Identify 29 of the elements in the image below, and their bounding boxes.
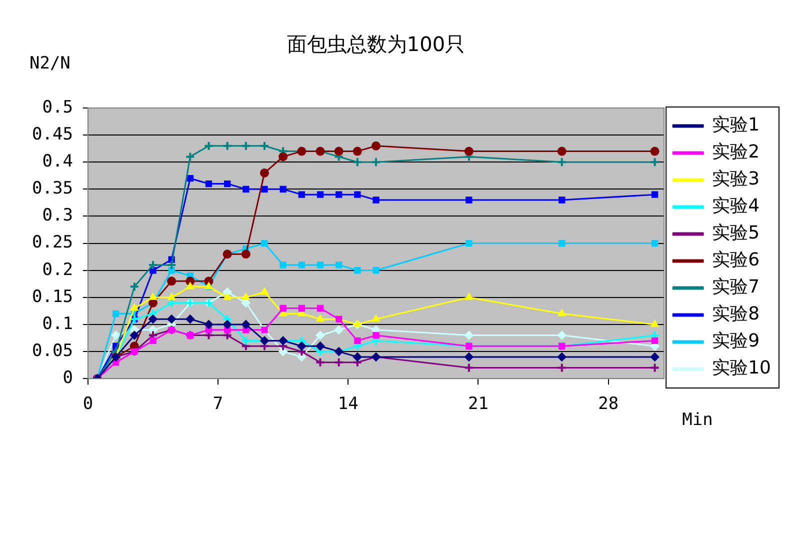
x-tick-label: 28 bbox=[598, 394, 619, 414]
y-tick-label: 0.15 bbox=[32, 286, 73, 307]
x-tick-label: 21 bbox=[468, 394, 488, 414]
x-tick-label: 0 bbox=[82, 394, 94, 414]
y-tick-label: 0.35 bbox=[32, 178, 73, 199]
x-tick-label: 7 bbox=[212, 394, 224, 414]
legend-label: 实验3 bbox=[712, 168, 760, 190]
legend-label: 实验5 bbox=[712, 222, 760, 244]
legend-label: 实验6 bbox=[712, 250, 760, 271]
y-tick-label: 0.05 bbox=[32, 340, 73, 361]
y-tick-label: 0.25 bbox=[32, 232, 73, 253]
y-axis-title: N2/N bbox=[29, 53, 70, 74]
y-tick-label: 0.1 bbox=[42, 314, 73, 334]
legend-label: 实验2 bbox=[712, 142, 760, 163]
y-tick-label: 0.5 bbox=[42, 97, 73, 118]
legend-label: 实验7 bbox=[712, 276, 760, 298]
legend-label: 实验9 bbox=[712, 330, 760, 352]
legend-label: 实验4 bbox=[712, 196, 760, 217]
legend-label: 实验8 bbox=[712, 304, 760, 325]
y-tick-label: 0.45 bbox=[32, 124, 73, 144]
y-tick-label: 0.2 bbox=[42, 260, 73, 280]
legend-label: 实验10 bbox=[712, 358, 771, 379]
x-axis-title: Min bbox=[682, 410, 713, 430]
chart-title: 面包虫总数为100只 bbox=[286, 32, 466, 56]
legend-label: 实验1 bbox=[712, 114, 760, 136]
y-tick-label: 0.3 bbox=[42, 206, 73, 226]
y-tick-label: 0.4 bbox=[42, 152, 73, 172]
x-tick-label: 14 bbox=[338, 394, 358, 414]
y-tick-label: 0 bbox=[62, 368, 73, 388]
